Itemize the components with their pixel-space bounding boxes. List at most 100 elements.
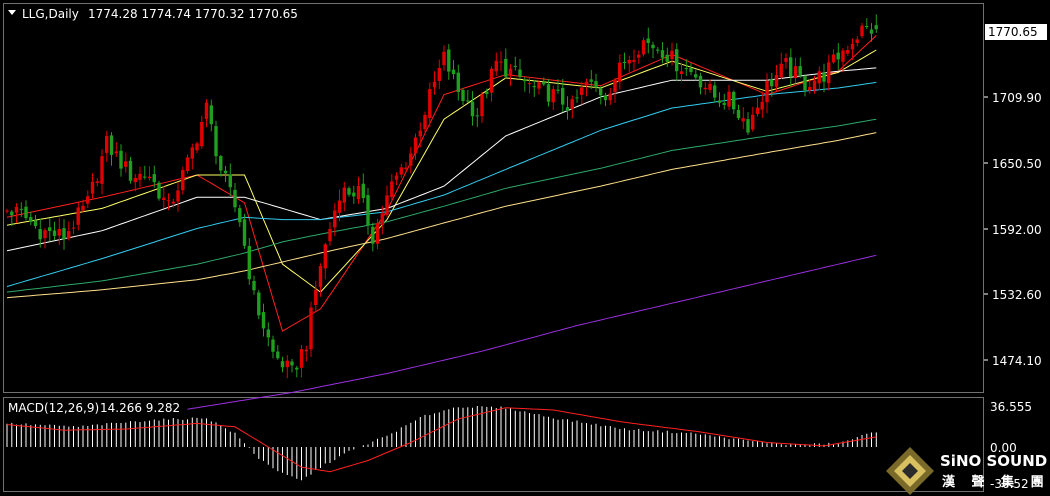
candle-bull: [760, 101, 764, 110]
candle-bull: [679, 71, 684, 74]
candle-bear: [504, 58, 508, 77]
candle-bull: [784, 58, 788, 63]
candle-bull: [480, 94, 484, 117]
candle-bull: [318, 266, 323, 287]
candle-bear: [836, 52, 840, 60]
candle-bear: [565, 107, 570, 111]
ma-20-line: [6, 67, 877, 252]
candle-bull: [423, 114, 427, 130]
candle-bull: [841, 50, 845, 62]
candle-bull: [404, 167, 408, 169]
candle-bear: [660, 50, 665, 58]
candle-bull: [181, 169, 185, 191]
candle-bull: [812, 80, 817, 90]
candle-bear: [675, 49, 679, 72]
candle-bull: [195, 143, 199, 151]
candle-bear: [470, 101, 475, 117]
macd-signal-line: [6, 407, 877, 473]
price-tick: 1592.00: [992, 223, 1042, 237]
candle-bear: [19, 208, 23, 210]
candle-bear: [713, 85, 717, 98]
candle-bull: [418, 130, 422, 137]
ma-10-line: [6, 49, 877, 293]
candle-bull: [708, 83, 712, 90]
candle-bear: [29, 217, 33, 222]
candle-bear: [24, 206, 28, 219]
candle-bull: [138, 173, 142, 180]
candle-bear: [485, 91, 489, 94]
candle-bull: [409, 153, 413, 166]
ma-250-line: [187, 254, 877, 410]
candle-bear: [48, 227, 52, 231]
candle-bull: [437, 68, 441, 81]
candle-bull: [499, 61, 503, 63]
candle-bull: [793, 66, 798, 79]
candle-bull: [105, 136, 109, 153]
candle-bull: [508, 68, 513, 76]
candle-bear: [736, 109, 741, 119]
candle-bear: [546, 84, 551, 102]
candle-bull: [390, 181, 394, 198]
candle-bear: [689, 68, 693, 73]
price-tick: 1709.90: [992, 91, 1042, 105]
candle-bull: [5, 210, 9, 212]
candle-bull: [774, 75, 779, 87]
symbol-dropdown-icon[interactable]: [8, 10, 16, 15]
candle-bull: [442, 51, 446, 66]
logo-subtitle: 漢 聲 集 團: [942, 474, 1050, 490]
macd-histogram: [6, 406, 877, 481]
candle-bull: [537, 82, 541, 89]
candle-bull: [81, 205, 85, 211]
sinosound-logo: SiNO SOUND 漢 聲 集 團: [886, 447, 1050, 495]
candle-bear: [128, 160, 133, 181]
candle-bear: [556, 89, 560, 91]
candle-bull: [855, 39, 859, 43]
candle-bull: [527, 83, 532, 85]
candle-bear: [447, 49, 451, 72]
main-pane-border: [3, 3, 984, 393]
candle-bear: [261, 312, 266, 329]
macd-pane-border: [3, 397, 984, 492]
candle-bull: [71, 227, 76, 229]
candle-bear: [656, 49, 660, 51]
candle-bear: [599, 88, 603, 96]
candle-bear: [247, 246, 251, 280]
candle-bear: [513, 65, 517, 67]
candle-bear: [722, 102, 726, 105]
candle-bull: [342, 187, 346, 203]
candle-bull: [860, 25, 864, 37]
candle-bull: [95, 181, 99, 183]
candle-bear: [219, 156, 223, 171]
candle-bull: [380, 213, 384, 226]
candle-bear: [228, 174, 232, 188]
candle-bull: [43, 230, 47, 239]
candle-bear: [646, 38, 650, 43]
candle-bear: [238, 208, 242, 223]
candle-bull: [817, 71, 821, 84]
candle-bear: [352, 192, 356, 197]
candle-bear: [561, 87, 565, 105]
candle-bull: [309, 307, 313, 350]
ma-120-line: [6, 132, 877, 299]
candle-bull: [190, 147, 194, 159]
candle-bear: [290, 361, 294, 366]
candle-bear: [603, 95, 608, 101]
candle-bear: [865, 26, 869, 27]
candle-bear: [10, 211, 14, 216]
candle-bear: [52, 230, 57, 236]
candle-bull: [337, 200, 342, 213]
candle-bull: [413, 137, 418, 154]
candle-bull: [314, 289, 318, 305]
candle-bear: [542, 81, 546, 85]
candle-bull: [570, 99, 574, 109]
candle-bear: [451, 69, 456, 75]
candle-bull: [613, 80, 617, 92]
candle-bear: [62, 228, 66, 240]
candle-bull: [176, 190, 180, 202]
candle-bull: [114, 151, 118, 154]
candle-bull: [147, 176, 152, 179]
candle-bear: [789, 57, 793, 77]
candle-bear: [518, 69, 522, 77]
candle-bull: [333, 210, 337, 228]
candle-bull: [204, 102, 209, 119]
